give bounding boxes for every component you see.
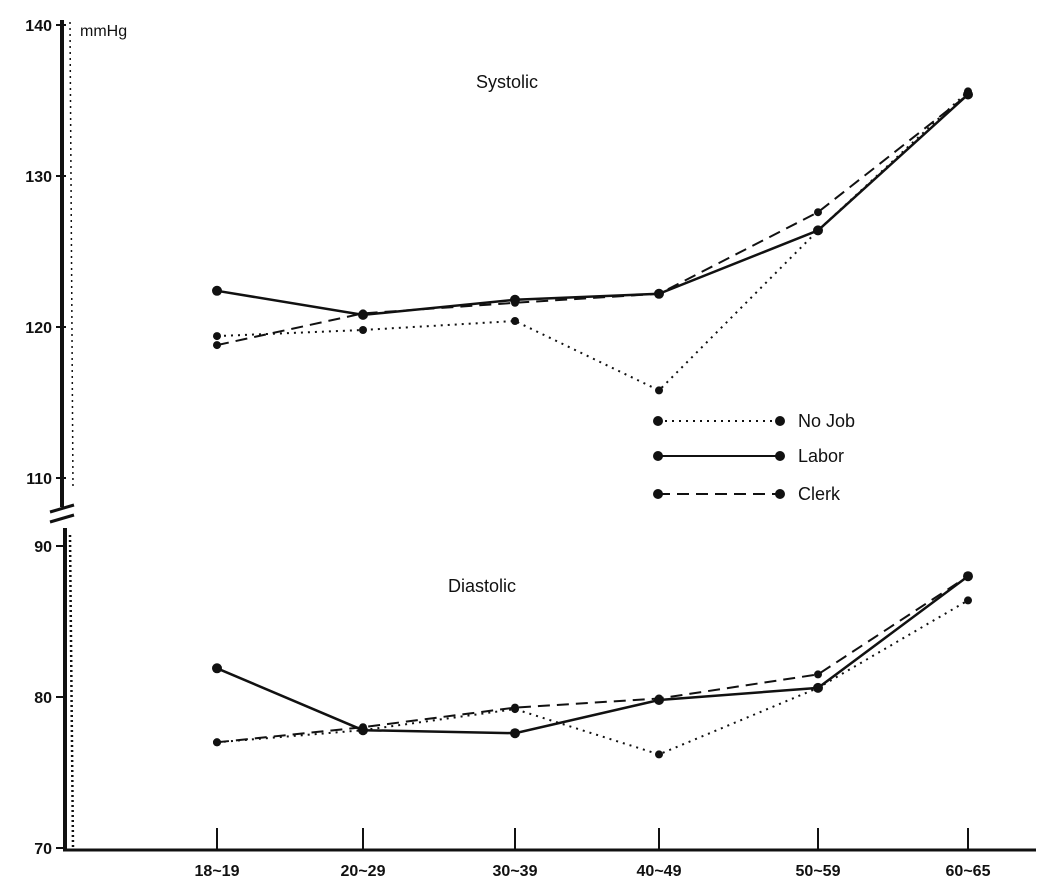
y-tick-label-0-3: 110: [26, 471, 52, 488]
data-point: [213, 738, 221, 747]
data-point: [212, 285, 222, 296]
series-1-no-job: [213, 596, 972, 759]
legend-marker-end: [775, 416, 785, 426]
x-tick-label-3: 40~49: [637, 863, 682, 880]
data-point: [359, 723, 367, 732]
panel-title-diastolic: Diastolic: [448, 576, 516, 596]
legend-label: No Job: [798, 411, 855, 431]
series-line: [216, 575, 969, 744]
legend-marker-start: [653, 489, 663, 499]
legend-marker-end: [775, 489, 785, 499]
axis-break-mark: [49, 503, 75, 524]
data-point: [655, 386, 663, 395]
legend-entry-clerk: Clerk: [653, 484, 841, 504]
x-tick-label-0: 18~19: [195, 863, 240, 880]
y-tick-label-0-2: 120: [25, 320, 52, 337]
data-point: [655, 289, 663, 298]
legend-marker-end: [775, 451, 785, 461]
unit-label: mmHg: [80, 23, 127, 40]
y-ticks: 140 130 120 110 90 80 70: [25, 18, 66, 858]
series-line: [216, 93, 969, 347]
y-tick-label-0-0: 140: [25, 18, 52, 35]
series-layer: [212, 87, 973, 759]
data-point: [213, 341, 221, 350]
x-tick-label-2: 30~39: [493, 863, 538, 880]
series-line: [216, 575, 969, 735]
data-point: [212, 663, 222, 674]
y-tick-label-1-0: 90: [34, 539, 52, 556]
data-point: [510, 728, 520, 739]
data-point: [964, 596, 972, 605]
data-point: [655, 750, 663, 759]
series-0-labor: [212, 89, 973, 320]
x-tick-label-4: 50~59: [796, 863, 841, 880]
series-1-labor: [212, 571, 973, 739]
series-0-clerk: [213, 90, 972, 350]
y-axis-dotted-edge-lower: [68, 534, 75, 849]
series-line: [216, 93, 969, 317]
y-tick-label-1-2: 70: [34, 841, 52, 858]
data-point: [213, 332, 221, 341]
data-point: [814, 208, 822, 217]
x-tick-label-1: 20~29: [341, 863, 386, 880]
data-point: [359, 309, 367, 318]
legend-label: Labor: [798, 446, 844, 466]
x-tick-label-5: 60~65: [946, 863, 991, 880]
y-axis-dotted-edge-upper: [69, 21, 74, 491]
legend-marker-start: [653, 416, 663, 426]
data-point: [964, 572, 972, 581]
data-point: [813, 682, 823, 693]
legend-marker-start: [653, 451, 663, 461]
plot-area: 18~19 20~29 30~39 40~49 50~59 60~65 140 130 120…: [25, 18, 1036, 880]
data-point: [655, 694, 663, 703]
series-line: [216, 599, 969, 756]
data-point: [511, 703, 519, 712]
data-point: [511, 298, 519, 307]
legend-entry-no-job: No Job: [653, 411, 855, 431]
legend-label: Clerk: [798, 484, 841, 504]
x-ticks: 18~19 20~29 30~39 40~49 50~59 60~65: [195, 828, 991, 880]
series-1-clerk: [213, 572, 972, 747]
data-point: [359, 326, 367, 334]
y-tick-label-1-1: 80: [34, 690, 52, 707]
y-tick-label-0-1: 130: [25, 169, 52, 186]
data-point: [814, 670, 822, 679]
series-line: [216, 90, 969, 392]
data-point: [813, 225, 823, 236]
data-point: [964, 90, 972, 99]
data-point: [511, 317, 519, 325]
panel-title-systolic: Systolic: [476, 72, 538, 92]
legend: No Job Labor Clerk: [653, 411, 855, 504]
legend-entry-labor: Labor: [653, 446, 844, 466]
series-0-no-job: [213, 87, 972, 395]
y-axis: [49, 20, 75, 850]
